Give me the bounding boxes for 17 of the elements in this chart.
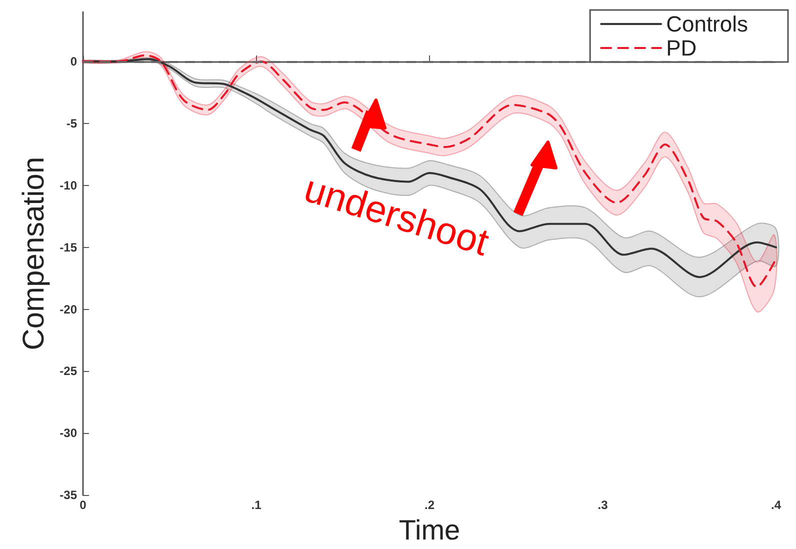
legend-label: PD [666,36,697,60]
y-tick-label: 0 [70,54,78,69]
y-tick-label: -10 [60,178,78,192]
y-tick-label: -20 [60,302,78,316]
y-tick-label: -35 [60,488,78,502]
x-tick-label: .1 [251,498,262,512]
y-tick-label: -15 [60,240,78,254]
legend-label: Controls [666,12,748,36]
y-tick-label: -25 [60,364,78,378]
x-tick-label: .3 [598,498,608,512]
y-axis-title: Compensation [17,156,50,350]
x-tick-label: 0 [80,498,87,512]
x-tick-label: .2 [424,498,435,512]
y-tick-label: -30 [60,426,78,440]
y-tick-label: -5 [66,116,78,130]
x-tick-label: .4 [770,498,782,512]
x-axis-title: Time [398,514,460,546]
